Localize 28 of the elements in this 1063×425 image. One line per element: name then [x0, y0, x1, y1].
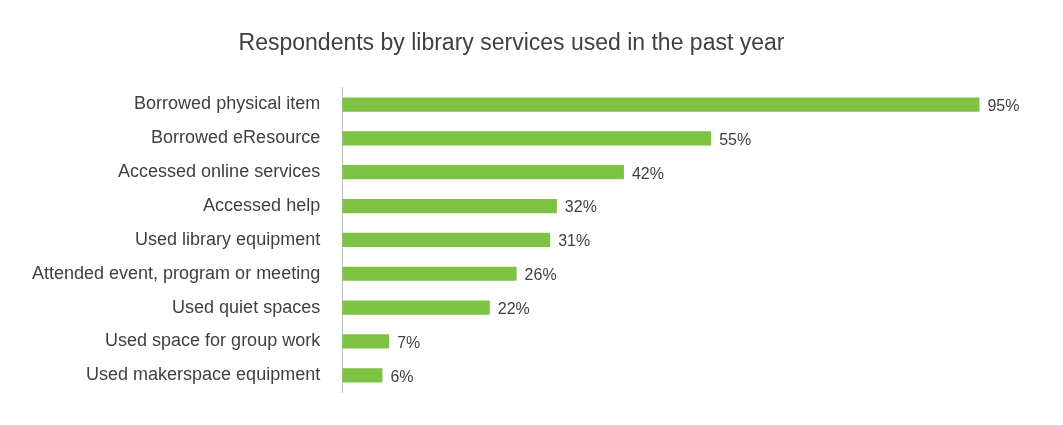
y-tick-label: Borrowed eResource	[151, 127, 321, 148]
data-label: 26%	[524, 266, 557, 284]
data-label: 31%	[558, 232, 591, 250]
bar	[342, 198, 557, 214]
y-tick-label: Borrowed physical item	[134, 93, 321, 114]
bar	[342, 232, 551, 248]
data-label: 42%	[631, 164, 664, 182]
y-tick-label: Accessed help	[203, 195, 321, 216]
y-tick-label: Used library equipment	[135, 228, 321, 249]
y-tick-label: Used quiet spaces	[172, 296, 321, 317]
data-label: 95%	[987, 96, 1020, 114]
y-tick-label: Used space for group work	[105, 330, 322, 351]
y-tick-label: Accessed online services	[118, 161, 321, 182]
bar	[342, 97, 980, 112]
bar	[342, 165, 624, 180]
chart-title: Respondents by library services used in the past year	[238, 29, 785, 56]
bar	[342, 334, 390, 349]
data-label: 22%	[497, 300, 530, 317]
y-tick-label: Used makerspace equipment	[86, 364, 321, 385]
data-label: 55%	[719, 130, 752, 148]
bar	[342, 368, 383, 383]
data-label: 32%	[564, 198, 597, 216]
bar	[342, 266, 517, 281]
data-label: 6%	[390, 367, 414, 385]
bar	[342, 131, 712, 146]
data-label: 7%	[397, 333, 421, 351]
bar	[342, 300, 490, 315]
y-tick-label: Attended event, program or meeting	[32, 262, 321, 283]
